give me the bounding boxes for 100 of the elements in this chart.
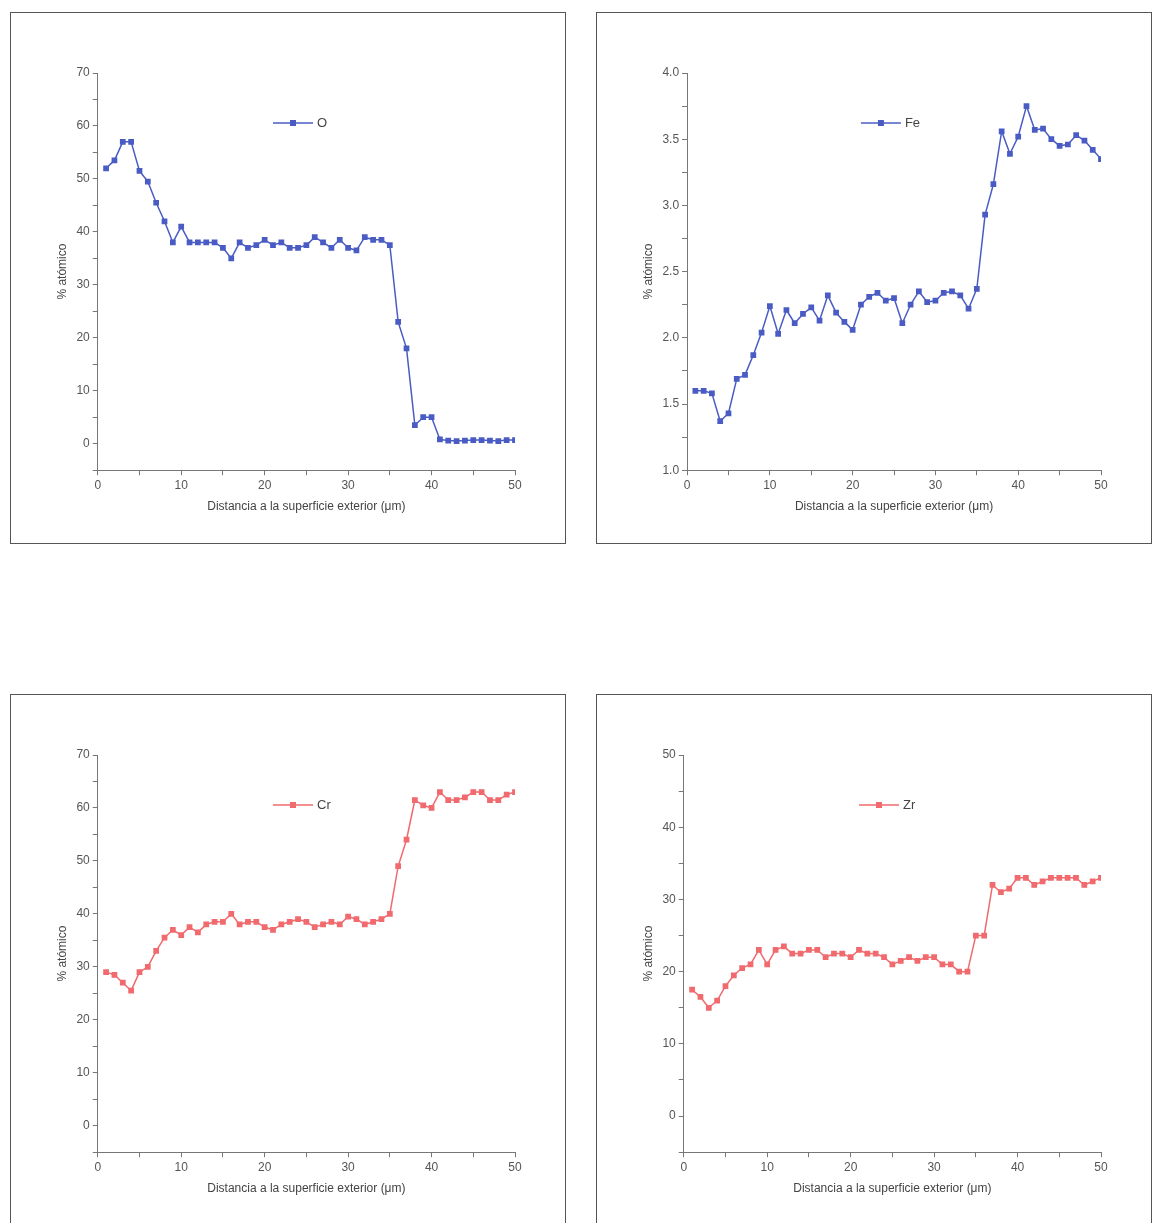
point <box>111 971 118 978</box>
point <box>1023 103 1030 109</box>
point <box>739 965 746 971</box>
point <box>445 437 452 444</box>
point <box>503 791 510 798</box>
point <box>487 797 493 803</box>
y-tick-label: 4.0 <box>662 65 680 80</box>
point <box>245 918 251 925</box>
point <box>195 929 201 936</box>
point <box>997 889 1004 896</box>
point <box>907 301 914 308</box>
point <box>841 319 848 325</box>
point <box>278 239 285 246</box>
point <box>169 926 176 933</box>
point <box>781 943 787 950</box>
point <box>353 916 360 923</box>
point <box>186 924 193 930</box>
point <box>462 794 468 801</box>
point <box>989 882 996 888</box>
point <box>772 947 779 953</box>
point <box>144 178 151 185</box>
point <box>270 926 276 933</box>
point <box>403 836 410 843</box>
point <box>503 437 510 443</box>
point <box>311 924 318 930</box>
point <box>1031 127 1038 133</box>
x-axis-title: Distancia a la superficie exterior (μm) <box>207 499 406 514</box>
y-tick-label: 60 <box>76 800 91 815</box>
y-tick-label: 0 <box>83 1118 91 1133</box>
point <box>697 994 704 1000</box>
point <box>495 797 502 803</box>
point <box>964 968 971 975</box>
point <box>1015 133 1022 140</box>
point <box>791 320 798 327</box>
point <box>1031 882 1038 888</box>
point <box>178 932 185 938</box>
point <box>478 437 485 443</box>
y-tick-label: 20 <box>76 330 91 345</box>
point <box>278 921 285 928</box>
point <box>361 921 368 928</box>
point <box>1089 878 1096 885</box>
point <box>981 932 988 939</box>
point <box>874 289 881 296</box>
y-axis-title: % atómico <box>640 925 655 982</box>
point <box>914 957 921 964</box>
x-tick-label: 10 <box>760 1159 775 1174</box>
point <box>228 911 235 917</box>
point <box>764 961 771 968</box>
point <box>453 438 460 444</box>
x-tick-label: 50 <box>1094 477 1108 492</box>
point <box>931 954 937 961</box>
point <box>470 437 477 443</box>
y-tick-label: 3.5 <box>662 131 680 146</box>
point <box>161 218 168 225</box>
x-tick-label: 20 <box>257 477 272 492</box>
y-tick-label: 40 <box>76 224 91 239</box>
point <box>806 947 812 953</box>
point <box>220 244 226 251</box>
point <box>161 934 168 941</box>
x-tick-label: 50 <box>508 1159 522 1174</box>
point <box>972 932 979 939</box>
point <box>203 239 210 246</box>
point <box>899 320 906 327</box>
point <box>411 422 418 429</box>
point <box>103 165 109 172</box>
point <box>856 947 862 953</box>
point <box>395 319 402 325</box>
x-tick-label: 10 <box>174 477 189 492</box>
point <box>228 255 235 262</box>
point <box>891 295 897 301</box>
point <box>386 242 393 248</box>
point <box>345 244 351 251</box>
point <box>437 789 443 795</box>
y-tick-label: 40 <box>662 819 677 834</box>
point <box>730 972 737 979</box>
point <box>136 168 143 174</box>
point <box>822 954 829 961</box>
point <box>445 797 452 803</box>
x-tick-label: 20 <box>843 1159 858 1174</box>
point <box>370 918 377 925</box>
point <box>1064 874 1071 881</box>
point <box>833 309 839 316</box>
point <box>990 181 997 188</box>
point <box>949 288 955 295</box>
point <box>742 372 748 378</box>
point <box>932 297 939 304</box>
x-tick-label: 0 <box>683 477 691 492</box>
y-tick-label: 70 <box>76 747 91 762</box>
x-tick-label: 30 <box>341 1159 356 1174</box>
point <box>940 289 947 296</box>
point <box>303 242 310 248</box>
x-tick-label: 40 <box>424 477 439 492</box>
point <box>808 304 815 311</box>
point <box>395 863 402 870</box>
x-tick-label: 10 <box>174 1159 189 1174</box>
point <box>1048 874 1054 881</box>
point <box>692 387 699 394</box>
y-tick-label: 20 <box>76 1012 91 1027</box>
point <box>982 211 988 218</box>
y-axis-title: % atómico <box>54 925 69 982</box>
